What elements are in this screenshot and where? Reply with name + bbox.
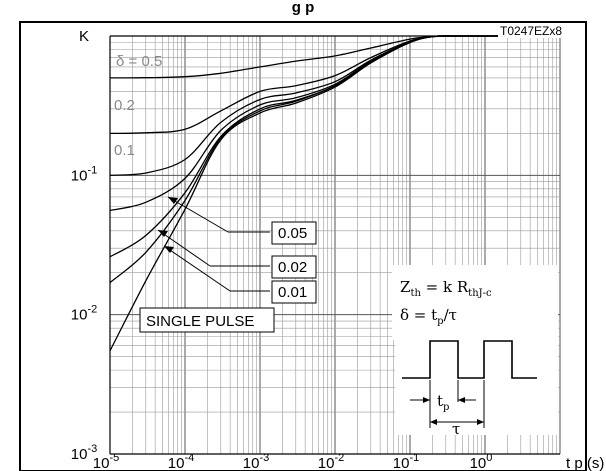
x-tick-exponent: -4 — [184, 452, 194, 464]
pointer-0.05 — [167, 196, 229, 233]
delta-02-label: 0.2 — [114, 97, 135, 114]
arrow-head — [423, 397, 430, 403]
pointer-0.02 — [157, 229, 211, 267]
label-box — [271, 280, 317, 304]
annotation-labels: δ = 0.5 0.2 0.1 0.05 0.02 0.01 SINGLE PULSE T02… — [114, 24, 582, 333]
delta-005-label: 0.05 — [278, 225, 307, 242]
y-axis-label: K — [79, 28, 89, 45]
tp-label-sub: p — [443, 402, 449, 413]
pulse-waveform — [402, 340, 537, 379]
formula-z-sub: th — [410, 288, 421, 299]
x-tick-exponent: -5 — [109, 452, 119, 464]
formula-z: Zth = k RthJ-c — [400, 278, 492, 299]
arrow-head — [158, 230, 168, 237]
formula-delta: δ = tp/τ — [400, 306, 457, 327]
chart-title-partial: g p — [292, 0, 315, 16]
x-tick-exponent: -1 — [409, 452, 419, 464]
figure-code-bg — [498, 24, 582, 38]
formula-delta-rhs: /τ — [444, 306, 457, 324]
x-tick-exponent: 0 — [486, 452, 492, 464]
y-tick-exponent: -2 — [87, 304, 97, 316]
pulse-bg — [395, 335, 558, 435]
pointer-0.01 — [163, 245, 231, 292]
arrow-head — [477, 419, 484, 425]
chart-title: g p — [292, 0, 315, 16]
x-tick-exponent: -2 — [334, 452, 344, 464]
figure-code-label: T0247EZx8 — [500, 24, 562, 38]
pulse-diagram: tpτ — [395, 335, 558, 438]
delta-01-label: 0.1 — [114, 142, 135, 159]
y-tick-exponent: -1 — [87, 164, 97, 176]
formula-z-eq: = k R — [421, 278, 469, 296]
series-line-0 — [109, 35, 456, 79]
single-pulse-label: SINGLE PULSE — [146, 313, 254, 330]
label-box — [271, 221, 317, 245]
arrow-head — [168, 197, 178, 204]
formula-block: Zth = k RthJ-c δ = tp/τ — [392, 265, 558, 340]
arrow-head — [458, 397, 465, 403]
arrow-head — [164, 246, 174, 253]
delta-001-label: 0.01 — [278, 284, 307, 301]
formula-delta-sub: p — [437, 316, 443, 327]
tau-label: τ — [452, 420, 460, 438]
x-axis-label: t p (s) — [566, 455, 604, 471]
arrow-head — [430, 419, 437, 425]
delta-05-label: δ = 0.5 — [116, 53, 162, 70]
label-box — [139, 307, 275, 333]
x-tick-exponent: -3 — [259, 452, 269, 464]
delta-002-label: 0.02 — [278, 259, 307, 276]
label-box — [271, 255, 317, 279]
formula-z-sub2: thJ-c — [468, 288, 492, 299]
y-tick-exponent: -3 — [87, 443, 97, 455]
series-line-6 — [109, 35, 456, 352]
formula-bg — [392, 265, 558, 340]
